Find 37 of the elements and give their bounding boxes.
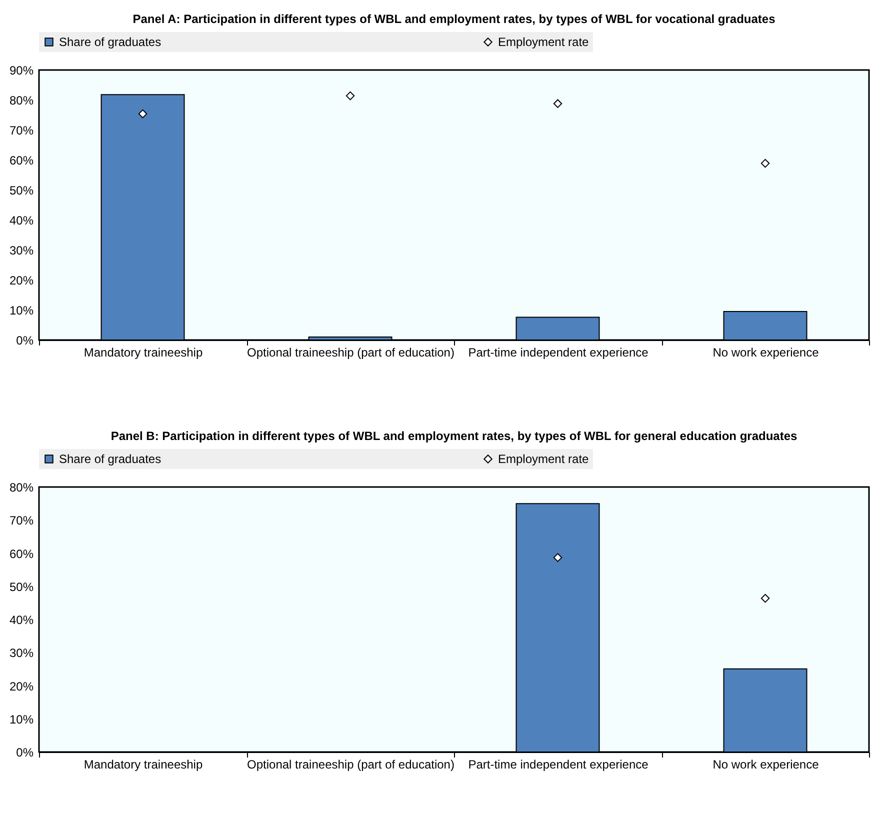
y-tick-label: 20% [9,679,34,694]
y-tick-label: 40% [9,214,34,228]
y-tick-label: 10% [9,304,34,318]
x-tick-label: Mandatory traineeship [84,346,203,360]
chart-title: Panel B: Participation in different types of WBL and employment rates, by types of WBL for general education graduates [110,429,798,443]
y-tick-label: 70% [9,124,34,138]
point [138,109,148,118]
y-tick-label: 20% [9,274,34,288]
x-tick-label: Mandatory traineeship [84,758,203,772]
legend-label: Employment rate [498,35,590,49]
point [760,158,770,168]
y-tick-label: 80% [9,94,34,108]
y-tick-label: 0% [16,746,34,760]
chart-title: Panel A: Participation in different types of WBL and employment rates, by types of WBL for vocational graduates [132,12,776,26]
legend-label: Employment rate [498,452,590,466]
y-tick-label: 60% [9,546,34,561]
y-tick-label: 70% [9,514,34,528]
y-tick-label: 90% [9,64,34,78]
y-tick-label: 0% [16,334,34,348]
y-tick-label: 30% [9,646,34,660]
legend-label: Share of graduates [59,35,162,49]
x-tick-label: Optional traineeship (part of education) [247,758,454,772]
y-tick-label: 40% [9,613,34,627]
x-tick-label: No work experience [712,346,820,360]
y-tick-label: 60% [9,154,34,168]
y-tick-label: 30% [9,244,34,258]
y-tick-label: 50% [9,580,34,594]
point [553,99,562,108]
legend-label: Share of graduates [59,452,162,466]
x-tick-label: No work experience [712,758,820,772]
y-tick-label: 80% [9,480,34,494]
x-tick-label: Optional traineeship (part of education) [247,346,454,360]
x-tick-label: Part-time independent experience [468,758,649,772]
point [346,91,355,100]
y-tick-label: 50% [9,184,34,198]
y-tick-label: 10% [9,712,34,726]
x-tick-label: Part-time independent experience [468,346,649,360]
